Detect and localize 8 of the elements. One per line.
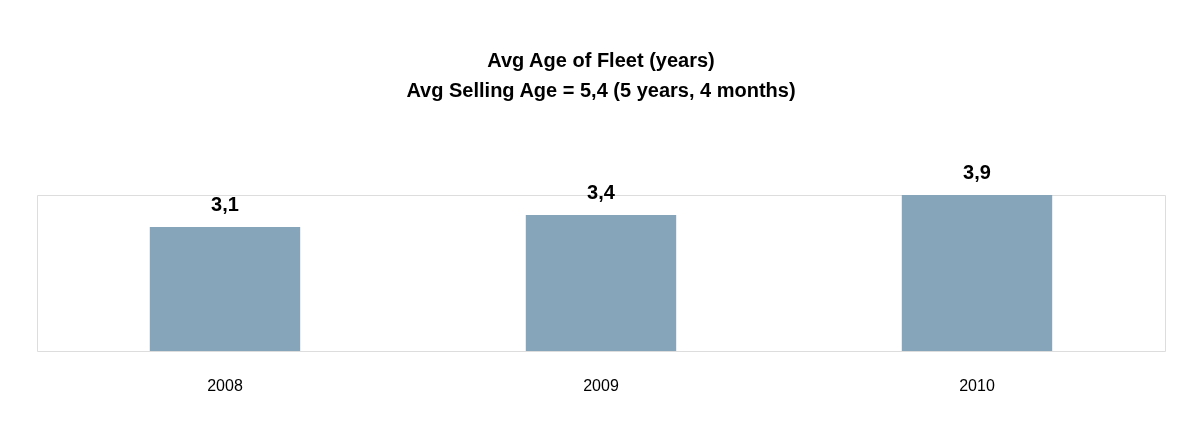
data-label: 3,9: [963, 161, 991, 183]
x-tick-label: 2009: [583, 376, 619, 394]
x-tick-label: 2010: [959, 376, 995, 394]
data-label: 3,1: [211, 193, 239, 215]
x-tick-label: 2008: [207, 376, 243, 394]
chart-title: Avg Age of Fleet (years): [487, 49, 715, 71]
chart-subtitle: Avg Selling Age = 5,4 (5 years, 4 months): [406, 79, 796, 101]
data-label: 3,4: [587, 181, 616, 203]
